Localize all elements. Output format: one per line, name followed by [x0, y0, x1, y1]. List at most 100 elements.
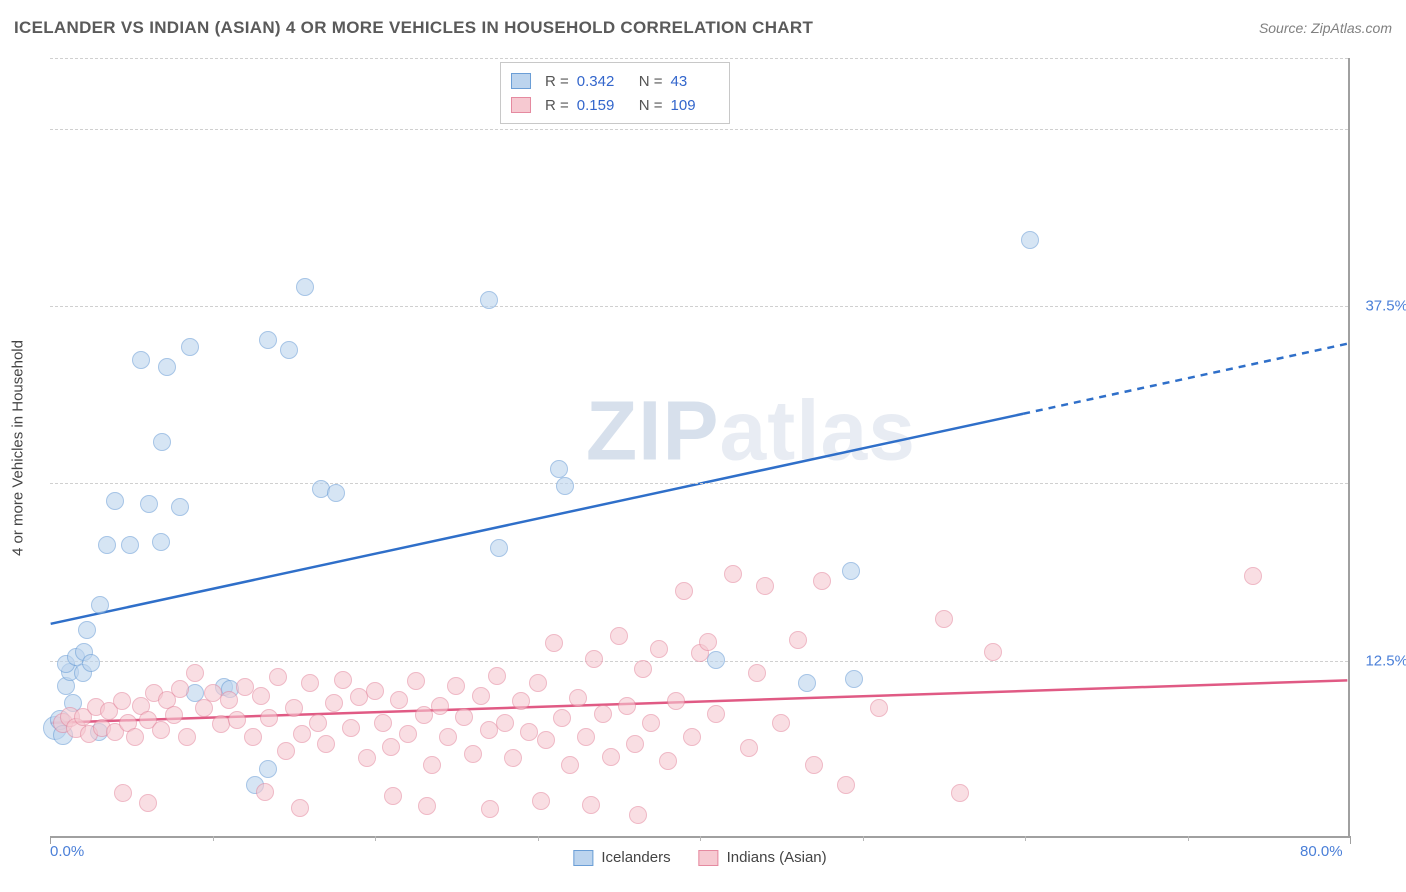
x-tick-minor [700, 836, 701, 841]
scatter-point-series-1 [532, 792, 550, 810]
legend-stats-box: R = 0.342 N = 43 R = 0.159 N = 109 [500, 62, 730, 124]
scatter-point-series-1 [252, 687, 270, 705]
scatter-point-series-1 [325, 694, 343, 712]
y-tick-label: 12.5% [1365, 652, 1406, 669]
legend-item-1: Indians (Asian) [699, 849, 827, 866]
scatter-point-series-1 [529, 674, 547, 692]
scatter-point-series-1 [629, 806, 647, 824]
x-tick-minor [538, 836, 539, 841]
scatter-point-series-1 [431, 697, 449, 715]
legend-bottom: Icelanders Indians (Asian) [573, 849, 826, 866]
scatter-point-series-1 [447, 677, 465, 695]
scatter-point-series-1 [504, 749, 522, 767]
gridline [50, 306, 1348, 307]
header: ICELANDER VS INDIAN (ASIAN) 4 OR MORE VE… [14, 18, 1392, 38]
scatter-point-series-1 [805, 756, 823, 774]
scatter-point-series-1 [634, 660, 652, 678]
scatter-point-series-1 [152, 721, 170, 739]
scatter-point-series-0 [842, 562, 860, 580]
scatter-point-series-0 [121, 536, 139, 554]
legend-stats-row-1: R = 0.159 N = 109 [511, 93, 719, 117]
scatter-point-series-1 [334, 671, 352, 689]
scatter-point-series-1 [195, 699, 213, 717]
scatter-point-series-1 [626, 735, 644, 753]
chart-container: 4 or more Vehicles in Household ZIPatlas… [50, 58, 1350, 838]
scatter-point-series-1 [650, 640, 668, 658]
x-tick-minor [375, 836, 376, 841]
scatter-point-series-1 [293, 725, 311, 743]
scatter-point-series-0 [259, 760, 277, 778]
x-tick-minor [863, 836, 864, 841]
scatter-point-series-1 [390, 691, 408, 709]
scatter-point-series-0 [153, 433, 171, 451]
source-value: ZipAtlas.com [1311, 20, 1392, 36]
scatter-point-series-1 [244, 728, 262, 746]
scatter-point-series-1 [228, 711, 246, 729]
scatter-point-series-1 [585, 650, 603, 668]
scatter-point-series-0 [106, 492, 124, 510]
stat-n-label: N = [639, 73, 663, 90]
gridline [50, 58, 1348, 59]
scatter-point-series-1 [602, 748, 620, 766]
watermark-zip: ZIP [586, 384, 720, 478]
scatter-point-series-1 [837, 776, 855, 794]
chart-title: ICELANDER VS INDIAN (ASIAN) 4 OR MORE VE… [14, 18, 813, 38]
scatter-point-series-1 [496, 714, 514, 732]
scatter-point-series-1 [423, 756, 441, 774]
scatter-point-series-1 [667, 692, 685, 710]
scatter-point-series-1 [707, 705, 725, 723]
scatter-point-series-1 [984, 643, 1002, 661]
scatter-point-series-0 [296, 278, 314, 296]
scatter-point-series-1 [569, 689, 587, 707]
legend-bottom-swatch-1 [699, 850, 719, 866]
scatter-point-series-0 [798, 674, 816, 692]
scatter-point-series-1 [582, 796, 600, 814]
scatter-point-series-1 [384, 787, 402, 805]
scatter-point-series-1 [545, 634, 563, 652]
scatter-point-series-1 [126, 728, 144, 746]
scatter-point-series-1 [260, 709, 278, 727]
scatter-point-series-1 [165, 706, 183, 724]
legend-swatch-0 [511, 73, 531, 89]
scatter-point-series-1 [553, 709, 571, 727]
legend-stats-row-0: R = 0.342 N = 43 [511, 69, 719, 93]
plot-area: ZIPatlas R = 0.342 N = 43 R = 0.159 N = … [50, 58, 1350, 838]
scatter-point-series-1 [399, 725, 417, 743]
source-prefix: Source: [1259, 20, 1311, 36]
gridline [50, 483, 1348, 484]
scatter-point-series-1 [577, 728, 595, 746]
gridline [50, 129, 1348, 130]
stat-r-label: R = [545, 97, 569, 114]
scatter-point-series-1 [789, 631, 807, 649]
scatter-point-series-1 [269, 668, 287, 686]
scatter-point-series-1 [342, 719, 360, 737]
x-tick-label: 0.0% [50, 843, 84, 860]
scatter-point-series-1 [618, 697, 636, 715]
scatter-point-series-1 [472, 687, 490, 705]
stat-n-val-1: 109 [671, 97, 719, 114]
scatter-point-series-1 [724, 565, 742, 583]
scatter-point-series-0 [259, 331, 277, 349]
scatter-point-series-0 [78, 621, 96, 639]
scatter-point-series-0 [132, 351, 150, 369]
x-tick-minor [1025, 836, 1026, 841]
scatter-point-series-0 [1021, 231, 1039, 249]
x-tick-minor [1188, 836, 1189, 841]
stat-r-val-1: 0.159 [577, 97, 625, 114]
scatter-point-series-1 [675, 582, 693, 600]
scatter-point-series-1 [740, 739, 758, 757]
scatter-point-series-0 [158, 358, 176, 376]
legend-swatch-1 [511, 97, 531, 113]
scatter-point-series-1 [277, 742, 295, 760]
scatter-point-series-1 [139, 794, 157, 812]
trendline-dashed-series-0 [1023, 344, 1347, 414]
scatter-point-series-1 [212, 715, 230, 733]
legend-bottom-swatch-0 [573, 850, 593, 866]
scatter-point-series-1 [813, 572, 831, 590]
scatter-point-series-0 [280, 341, 298, 359]
scatter-point-series-0 [82, 654, 100, 672]
y-tick-label: 37.5% [1365, 298, 1406, 315]
scatter-point-series-1 [382, 738, 400, 756]
scatter-point-series-1 [178, 728, 196, 746]
scatter-point-series-1 [171, 680, 189, 698]
